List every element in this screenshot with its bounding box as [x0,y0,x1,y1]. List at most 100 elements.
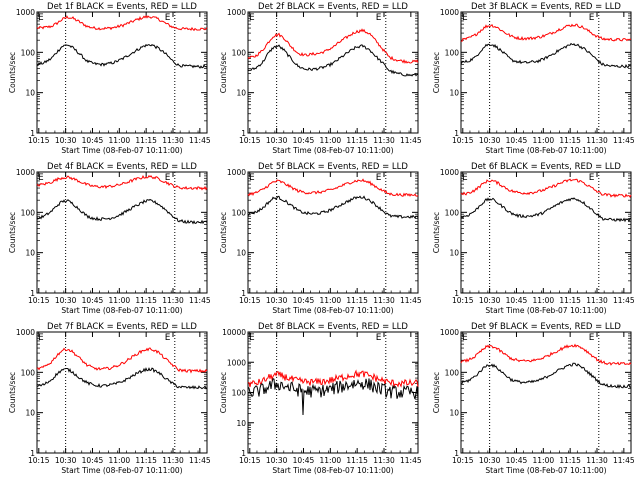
marker-label: E [376,173,382,183]
y-tick-label: 1000 [16,328,35,337]
chart-title: Det 7f BLACK = Events, RED = LLD [47,322,197,332]
chart-title: Det 8f BLACK = Events, RED = LLD [258,322,408,332]
y-axis-label: Counts/sec [432,212,441,253]
marker-label: E [462,13,468,23]
x-tick-label: 10:15 [239,296,261,305]
x-tick-label: 10:30 [479,456,501,465]
marker-label: E [589,13,595,23]
y-axis-label: Counts/sec [8,372,17,413]
chart-title: Det 3f BLACK = Events, RED = LLD [471,2,621,12]
x-axis-label: Start Time (08-Feb-07 10:11:00) [485,466,606,475]
x-tick-label: 11:00 [109,296,131,305]
y-tick-label: 1000 [440,8,459,17]
x-tick-label: 11:45 [613,296,635,305]
x-tick-label: 10:45 [82,136,104,145]
chart-title: Det 4f BLACK = Events, RED = LLD [47,162,197,172]
y-tick-label: 10 [449,89,459,98]
y-tick-label: 10 [236,249,246,258]
x-tick-label: 11:30 [586,136,608,145]
x-tick-label: 10:15 [452,136,474,145]
marker-label: E [249,173,255,183]
series-line-lld-red [460,178,632,198]
chart-title: Det 1f BLACK = Events, RED = LLD [47,2,197,12]
chart-det-6: Det 6f BLACK = Events, RED = LLD 1 10 100 10… [432,162,635,315]
y-tick-label: 100 [21,48,36,57]
marker-label: E [165,13,171,23]
x-tick-label: 11:30 [162,296,184,305]
plot-frame [247,11,419,134]
y-axis-label: Counts/sec [8,212,17,253]
x-axis-label: Start Time (08-Feb-07 10:11:00) [61,146,182,155]
y-tick-label: 100 [21,368,36,377]
chart-det-7: Det 7f BLACK = Events, RED = LLD 1 10 100 10… [8,322,211,475]
series-line-lld-red [36,15,208,32]
x-tick-label: 10:30 [266,136,288,145]
series-line-lld-red [247,178,419,197]
x-tick-label: 10:30 [479,296,501,305]
x-axis-label: Start Time (08-Feb-07 10:11:00) [485,306,606,315]
y-tick-label: 1000 [440,328,459,337]
y-tick-label: 1 [30,289,35,298]
y-tick-label: 100 [232,389,247,398]
y-tick-label: 10 [25,409,35,418]
y-tick-label: 1000 [227,358,246,367]
x-tick-label: 10:15 [452,456,474,465]
series-line-events-black [36,198,208,225]
x-tick-label: 11:30 [586,456,608,465]
series-line-events-black [460,362,632,389]
marker-label: E [249,333,255,343]
x-tick-label: 11:00 [320,136,342,145]
x-axis-label: Start Time (08-Feb-07 10:11:00) [272,466,393,475]
x-tick-label: 10:30 [55,296,77,305]
x-tick-label: 10:45 [293,136,315,145]
x-tick-label: 11:30 [373,456,395,465]
x-axis-label: Start Time (08-Feb-07 10:11:00) [485,146,606,155]
y-tick-label: 10 [449,409,459,418]
x-tick-label: 10:30 [479,136,501,145]
y-tick-label: 1 [241,449,246,458]
plot-frame [36,11,208,134]
marker-label: E [589,173,595,183]
x-tick-label: 11:15 [135,136,157,145]
y-tick-label: 10 [449,249,459,258]
x-tick-label: 11:15 [346,456,368,465]
y-axis-label: Counts/sec [432,372,441,413]
y-axis-label: Counts/sec [432,52,441,93]
y-tick-label: 1 [241,129,246,138]
x-tick-label: 10:30 [55,456,77,465]
x-tick-label: 10:45 [82,296,104,305]
marker-label: E [38,13,44,23]
x-tick-label: 10:30 [55,136,77,145]
series-line-events-black [36,43,208,69]
series-line-lld-red [460,23,632,42]
plot-frame [460,331,632,454]
x-tick-label: 11:45 [400,296,422,305]
x-tick-label: 11:30 [373,296,395,305]
series-line-events-black [460,197,632,223]
x-tick-label: 10:15 [28,136,50,145]
y-tick-label: 100 [232,208,247,217]
series-line-lld-red [460,343,632,366]
x-tick-label: 11:30 [373,136,395,145]
x-tick-label: 10:45 [82,456,104,465]
y-axis-label: Counts/sec [219,52,228,93]
marker-label: E [165,173,171,183]
x-tick-label: 10:15 [239,456,261,465]
chart-det-3: Det 3f BLACK = Events, RED = LLD 1 10 100 10… [432,2,635,155]
y-tick-label: 100 [445,208,460,217]
marker-label: E [249,13,255,23]
series-line-lld-red [36,347,208,374]
x-tick-label: 11:15 [559,136,581,145]
chart-det-1: Det 1f BLACK = Events, RED = LLD 1 10 100 10… [8,2,211,155]
y-tick-label: 100 [21,208,36,217]
plot-frame [460,11,632,134]
x-tick-label: 10:15 [239,136,261,145]
y-tick-label: 10 [236,419,246,428]
x-axis-label: Start Time (08-Feb-07 10:11:00) [272,146,393,155]
y-tick-label: 1 [454,449,459,458]
chart-det-8: Det 8f BLACK = Events, RED = LLD 1 10 100 10… [219,322,422,475]
x-axis-label: Start Time (08-Feb-07 10:11:00) [272,306,393,315]
x-tick-label: 10:45 [293,296,315,305]
series-line-lld-red [36,175,208,191]
